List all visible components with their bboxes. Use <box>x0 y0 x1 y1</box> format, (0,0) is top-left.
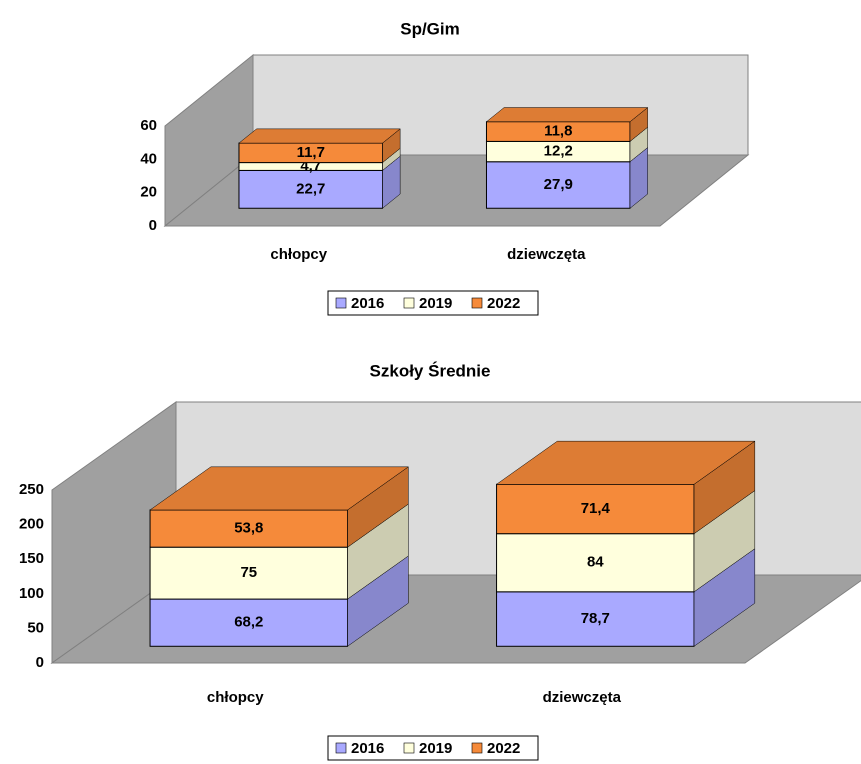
legend-swatch <box>335 742 347 754</box>
legend-label: 2019 <box>419 740 452 757</box>
data-label: 53,8 <box>234 520 263 537</box>
data-label: 78,7 <box>581 610 610 627</box>
data-label: 84 <box>587 554 604 571</box>
legend-label: 2019 <box>419 295 452 312</box>
bar <box>485 161 631 209</box>
y-tick-label: 40 <box>140 150 157 167</box>
y-tick-label: 60 <box>140 117 157 134</box>
legend-box <box>327 735 539 761</box>
legend-swatch <box>403 297 415 309</box>
data-label: 11,7 <box>297 144 325 161</box>
y-tick-label: 0 <box>36 654 44 671</box>
chart-title: Szkoły Średnie <box>370 361 491 380</box>
data-label: 75 <box>240 564 257 581</box>
bar-top <box>238 128 401 144</box>
legend-label: 2022 <box>487 295 520 312</box>
bar <box>496 533 695 593</box>
legend-swatch <box>403 742 415 754</box>
y-tick-label: 20 <box>140 184 157 201</box>
y-tick-label: 100 <box>19 585 44 602</box>
legend-label: 2016 <box>351 295 384 312</box>
data-label: 11,8 <box>544 123 572 140</box>
data-label: 71,4 <box>581 500 611 517</box>
data-label: 12,2 <box>544 143 573 160</box>
y-tick-label: 200 <box>19 516 44 533</box>
x-tick-label: chłopcy <box>207 689 264 706</box>
bar <box>149 546 349 600</box>
data-label: 27,9 <box>544 176 573 193</box>
bar <box>496 483 695 535</box>
y-tick-label: 250 <box>19 481 44 498</box>
bar-top <box>149 466 410 511</box>
bar <box>496 591 695 647</box>
bar-top <box>485 107 649 122</box>
bar <box>149 509 349 548</box>
legend-swatch <box>471 297 483 309</box>
legend-swatch <box>471 742 483 754</box>
bar-top <box>495 440 756 485</box>
data-label: 22,7 <box>296 180 325 197</box>
y-tick-label: 0 <box>149 217 157 234</box>
legend-label: 2016 <box>351 740 384 757</box>
data-label: 68,2 <box>234 614 263 631</box>
legend-box <box>327 290 539 316</box>
x-tick-label: dziewczęta <box>543 689 622 706</box>
legend-label: 2022 <box>487 740 520 757</box>
legend-swatch <box>335 297 347 309</box>
chart-title: Sp/Gim <box>400 19 460 38</box>
x-tick-label: chłopcy <box>270 246 327 263</box>
x-tick-label: dziewczęta <box>507 246 586 263</box>
y-tick-label: 50 <box>27 619 44 636</box>
y-tick-label: 150 <box>19 550 44 567</box>
